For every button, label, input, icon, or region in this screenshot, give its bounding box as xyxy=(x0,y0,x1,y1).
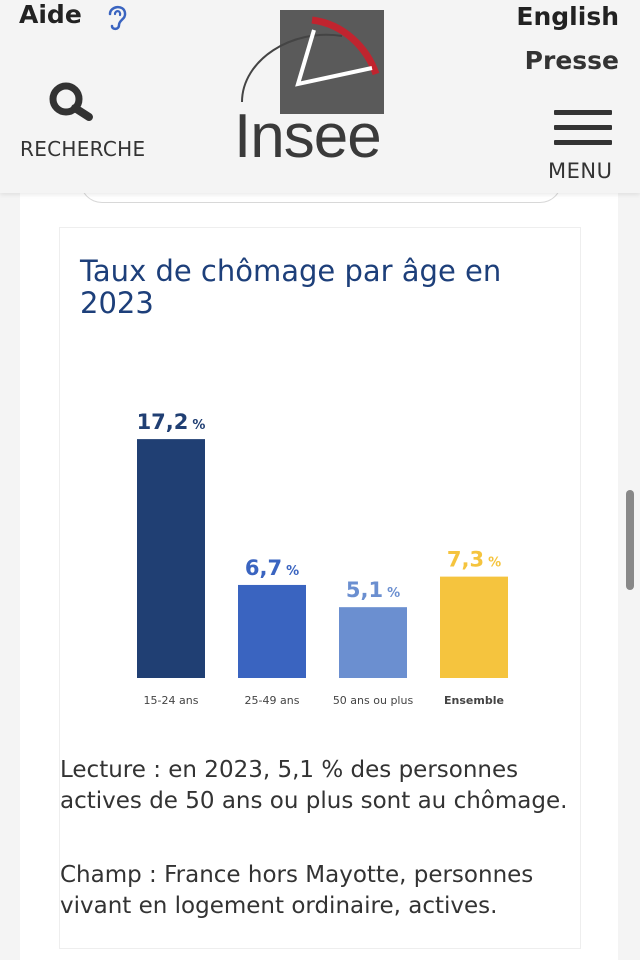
lecture-note: Lecture : en 2023, 5,1 % des personnes a… xyxy=(60,757,568,814)
ear-icon[interactable] xyxy=(100,0,132,32)
bar-chart: 17,2 % 15-24 ans 6,7 % 25-49 ans 5,1 % 50 ans ou… xyxy=(137,410,508,707)
bar-50-ans-ou-plus xyxy=(339,607,407,678)
data-label: 7,3% xyxy=(447,548,501,572)
data-label: 5,1% xyxy=(346,578,400,602)
search-icon[interactable] xyxy=(44,80,98,124)
logo-text: Insee xyxy=(234,102,382,171)
category-label: Ensemble xyxy=(444,694,504,707)
data-label: 6,7% xyxy=(245,556,299,580)
english-link[interactable]: English xyxy=(516,2,619,31)
category-label: 15-24 ans xyxy=(144,694,199,707)
search-label[interactable]: RECHERCHE xyxy=(20,137,146,161)
site-header: Aide English Presse RECHERCHE Insee MENU xyxy=(0,0,640,193)
menu-label[interactable]: MENU xyxy=(548,159,613,183)
bar-25-49-ans xyxy=(238,584,306,678)
data-label: 17,2% xyxy=(137,410,206,434)
bar-15-24-ans xyxy=(137,439,205,678)
category-label: 25-49 ans xyxy=(245,694,300,707)
bar-Ensemble xyxy=(440,576,508,678)
category-label: 50 ans ou plus xyxy=(333,694,414,707)
scrollbar[interactable] xyxy=(626,490,634,590)
aide-link[interactable]: Aide xyxy=(19,0,82,29)
chart-title: Taux de chômage par âge en 2023 xyxy=(80,254,502,320)
menu-icon[interactable] xyxy=(554,110,612,148)
champ-note: Champ : France hors Mayotte, personnes v… xyxy=(60,862,534,919)
insee-logo-icon[interactable] xyxy=(232,10,392,165)
presse-link[interactable]: Presse xyxy=(524,46,619,75)
